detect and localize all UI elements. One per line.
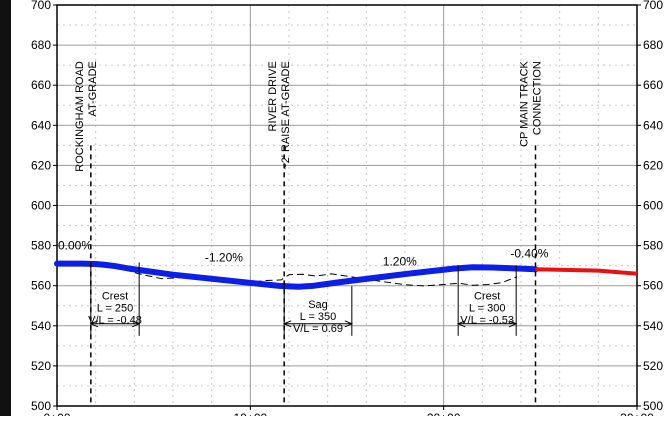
series-layer (54, 260, 638, 290)
vertical-curve-arrowhead (131, 320, 141, 328)
grade-label: 0.00% (58, 239, 92, 253)
annotation-layer: ROCKINGHAM ROAD AT-GRADE RIVER DRIVE ~2' RA… (58, 60, 549, 406)
vertical-curve-type: Sag (308, 299, 328, 311)
y-tick-label-right: 620 (643, 158, 663, 172)
proposed-profile-line (54, 260, 539, 290)
crossing-label: CP MAIN TRACK (519, 60, 531, 146)
vertical-curve-type: Crest (474, 291, 500, 303)
y-tick-label-left: 520 (31, 359, 51, 373)
y-tick-label-right: 640 (643, 118, 663, 132)
vertical-curve-vl: V/L = -0.53 (460, 315, 514, 327)
vertical-curve-arrowhead (89, 320, 99, 328)
y-tick-label-right: 580 (643, 239, 663, 253)
x-tick-label: 0+00 (43, 411, 70, 416)
extension-profile-line (535, 267, 638, 276)
crossing-label: ROCKINGHAM ROAD (74, 61, 86, 172)
vertical-curve-length: L = 300 (469, 303, 506, 315)
grade-label: 1.20% (383, 255, 417, 269)
y-tick-label-right: 540 (643, 319, 663, 333)
y-tick-label-left: 540 (31, 319, 51, 333)
y-tick-label-left: 620 (31, 158, 51, 172)
y-tick-label-right: 700 (643, 0, 663, 12)
y-tick-label-right: 500 (643, 399, 663, 413)
vertical-curve-length: L = 350 (300, 311, 337, 323)
crossing-label: AT-GRADE (87, 61, 99, 116)
vertical-curve-arrowhead (344, 320, 354, 328)
y-tick-label-right: 600 (643, 199, 663, 213)
y-tick-label-left: 680 (31, 38, 51, 52)
x-tick-label: 20+00 (427, 411, 461, 416)
y-tick-label-left: 580 (31, 239, 51, 253)
grade-label: -1.20% (205, 251, 243, 265)
y-tick-label-right: 680 (643, 38, 663, 52)
vertical-curve-vl: V/L = 0.69 (293, 323, 343, 335)
y-tick-label-left: 700 (31, 0, 51, 12)
vertical-curve-type: Crest (102, 291, 128, 303)
x-tick-label: 10+00 (233, 411, 267, 416)
x-tick-label: 30+00 (620, 411, 654, 416)
vertical-curve-arrowhead (282, 320, 292, 328)
vertical-curve-vl: V/L = -0.48 (88, 315, 142, 327)
crossing-label: RIVER DRIVE (267, 61, 279, 131)
grade-label: -0.40% (510, 247, 548, 261)
y-tick-label-right: 560 (643, 279, 663, 293)
left-edge-bar (0, 0, 11, 416)
y-tick-label-left: 560 (31, 279, 51, 293)
vertical-curve-arrowhead (456, 320, 466, 328)
y-tick-label-left: 500 (31, 399, 51, 413)
vertical-curve-length: L = 250 (97, 303, 134, 315)
crossing-label: ~2' RAISE AT-GRADE (280, 61, 292, 170)
y-tick-label-left: 660 (31, 78, 51, 92)
crossing-label: CONNECTION (532, 61, 544, 135)
y-tick-label-right: 520 (643, 359, 663, 373)
y-tick-label-left: 640 (31, 118, 51, 132)
vertical-curve-arrowhead (508, 320, 518, 328)
y-tick-label-left: 600 (31, 199, 51, 213)
y-tick-label-right: 660 (643, 78, 663, 92)
